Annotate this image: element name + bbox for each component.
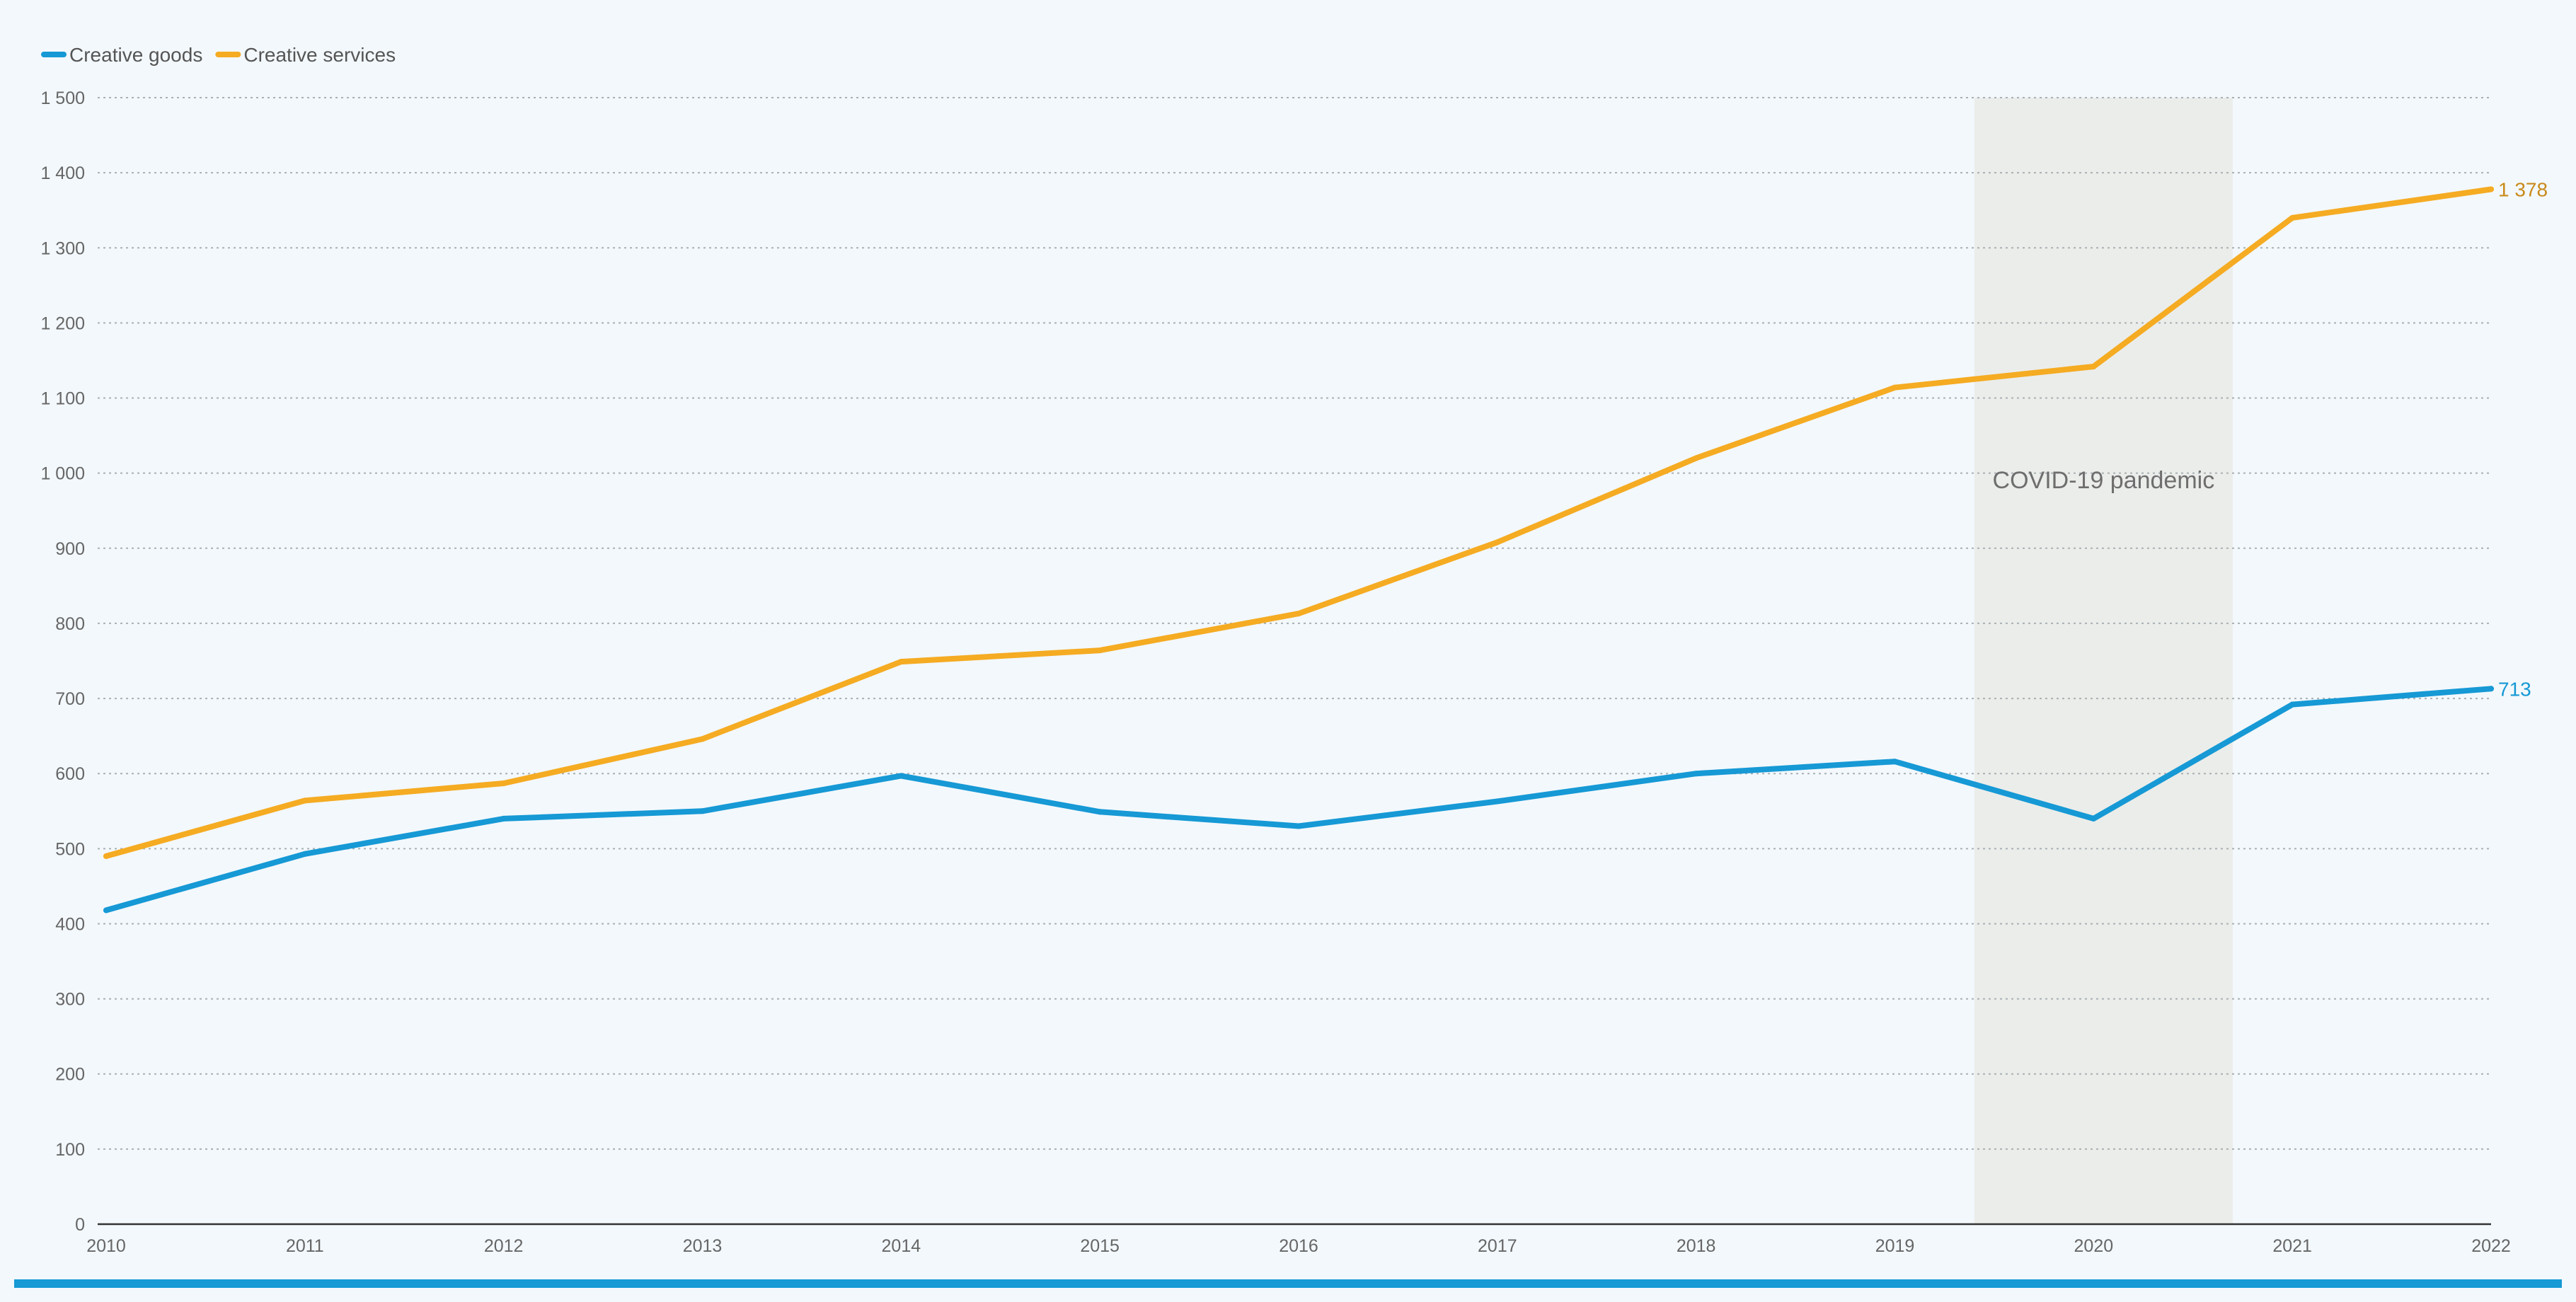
y-tick-label: 300	[55, 990, 85, 1010]
y-tick-label: 1 000	[40, 464, 85, 484]
data-point	[1693, 771, 1699, 777]
data-point	[2289, 701, 2296, 708]
data-point	[1296, 611, 1301, 617]
data-point	[1296, 823, 1301, 829]
y-tick-label: 200	[55, 1065, 85, 1085]
covid-shaded-region	[1974, 98, 2233, 1224]
data-point	[301, 851, 308, 857]
bottom-accent-bar	[14, 1279, 2562, 1288]
y-tick-label: 600	[55, 764, 85, 784]
x-tick-label: 2010	[86, 1236, 126, 1256]
data-point	[500, 815, 507, 822]
y-tick-label: 800	[55, 614, 85, 634]
y-tick-label: 0	[75, 1215, 85, 1235]
data-point	[500, 780, 507, 786]
axis-layer: 0 100 200 300 400 500 600 700 800 900 1 000 1 100 1 …	[40, 88, 2510, 1256]
end-value-label: 1 378	[2498, 178, 2548, 200]
y-tick-label: 1 400	[40, 163, 85, 183]
x-tick-label: 2012	[484, 1236, 524, 1256]
x-tick-label: 2011	[286, 1236, 324, 1256]
data-point	[1693, 455, 1699, 461]
shaded-region-layer	[1974, 98, 2233, 1224]
y-tick-label: 700	[55, 689, 85, 709]
y-tick-label: 1 500	[40, 88, 85, 108]
y-tick-label: 900	[55, 539, 85, 559]
y-tick-label: 1 300	[40, 238, 85, 258]
x-tick-label: 2020	[2074, 1236, 2114, 1256]
x-tick-label: 2016	[1279, 1236, 1318, 1256]
data-point	[2091, 363, 2097, 369]
data-point	[2091, 815, 2097, 822]
y-tick-label: 100	[55, 1140, 85, 1160]
data-point	[2488, 686, 2494, 692]
y-tick-label: 1 100	[40, 389, 85, 409]
data-point	[1097, 647, 1103, 654]
x-tick-label: 2022	[2471, 1236, 2511, 1256]
x-tick-label: 2018	[1677, 1236, 1716, 1256]
y-tick-label: 500	[55, 839, 85, 859]
legend-label: Creative goods	[69, 44, 202, 66]
x-tick-label: 2021	[2272, 1236, 2312, 1256]
data-point	[1097, 809, 1103, 815]
data-point	[898, 659, 904, 665]
x-tick-label: 2013	[683, 1236, 723, 1256]
x-tick-label: 2015	[1080, 1236, 1120, 1256]
x-tick-label: 2019	[1875, 1236, 1915, 1256]
legend-label: Creative services	[243, 44, 396, 66]
grid-layer	[98, 97, 2491, 1150]
data-point	[103, 853, 109, 859]
legend: Creative goods Creative services	[41, 44, 396, 66]
data-point	[699, 736, 706, 742]
data-point	[2289, 214, 2296, 221]
data-point	[699, 808, 706, 814]
data-point	[1494, 798, 1500, 805]
y-tick-label: 400	[55, 914, 85, 934]
data-point	[898, 773, 904, 779]
x-tick-label: 2017	[1478, 1236, 1517, 1256]
data-point	[301, 797, 308, 804]
data-point	[1494, 539, 1500, 546]
covid-annotation-label: COVID-19 pandemic	[1993, 467, 2215, 494]
data-point	[103, 907, 109, 914]
data-point	[1892, 384, 1898, 391]
label-layer: 713 1 378 COVID-19 pandemic	[14, 178, 2562, 1288]
end-value-label: 713	[2498, 678, 2531, 700]
x-tick-label: 2014	[882, 1236, 921, 1256]
data-point	[1892, 759, 1898, 765]
y-tick-label: 1 200	[40, 313, 85, 333]
data-point	[2488, 186, 2494, 192]
series-layer	[103, 186, 2494, 914]
